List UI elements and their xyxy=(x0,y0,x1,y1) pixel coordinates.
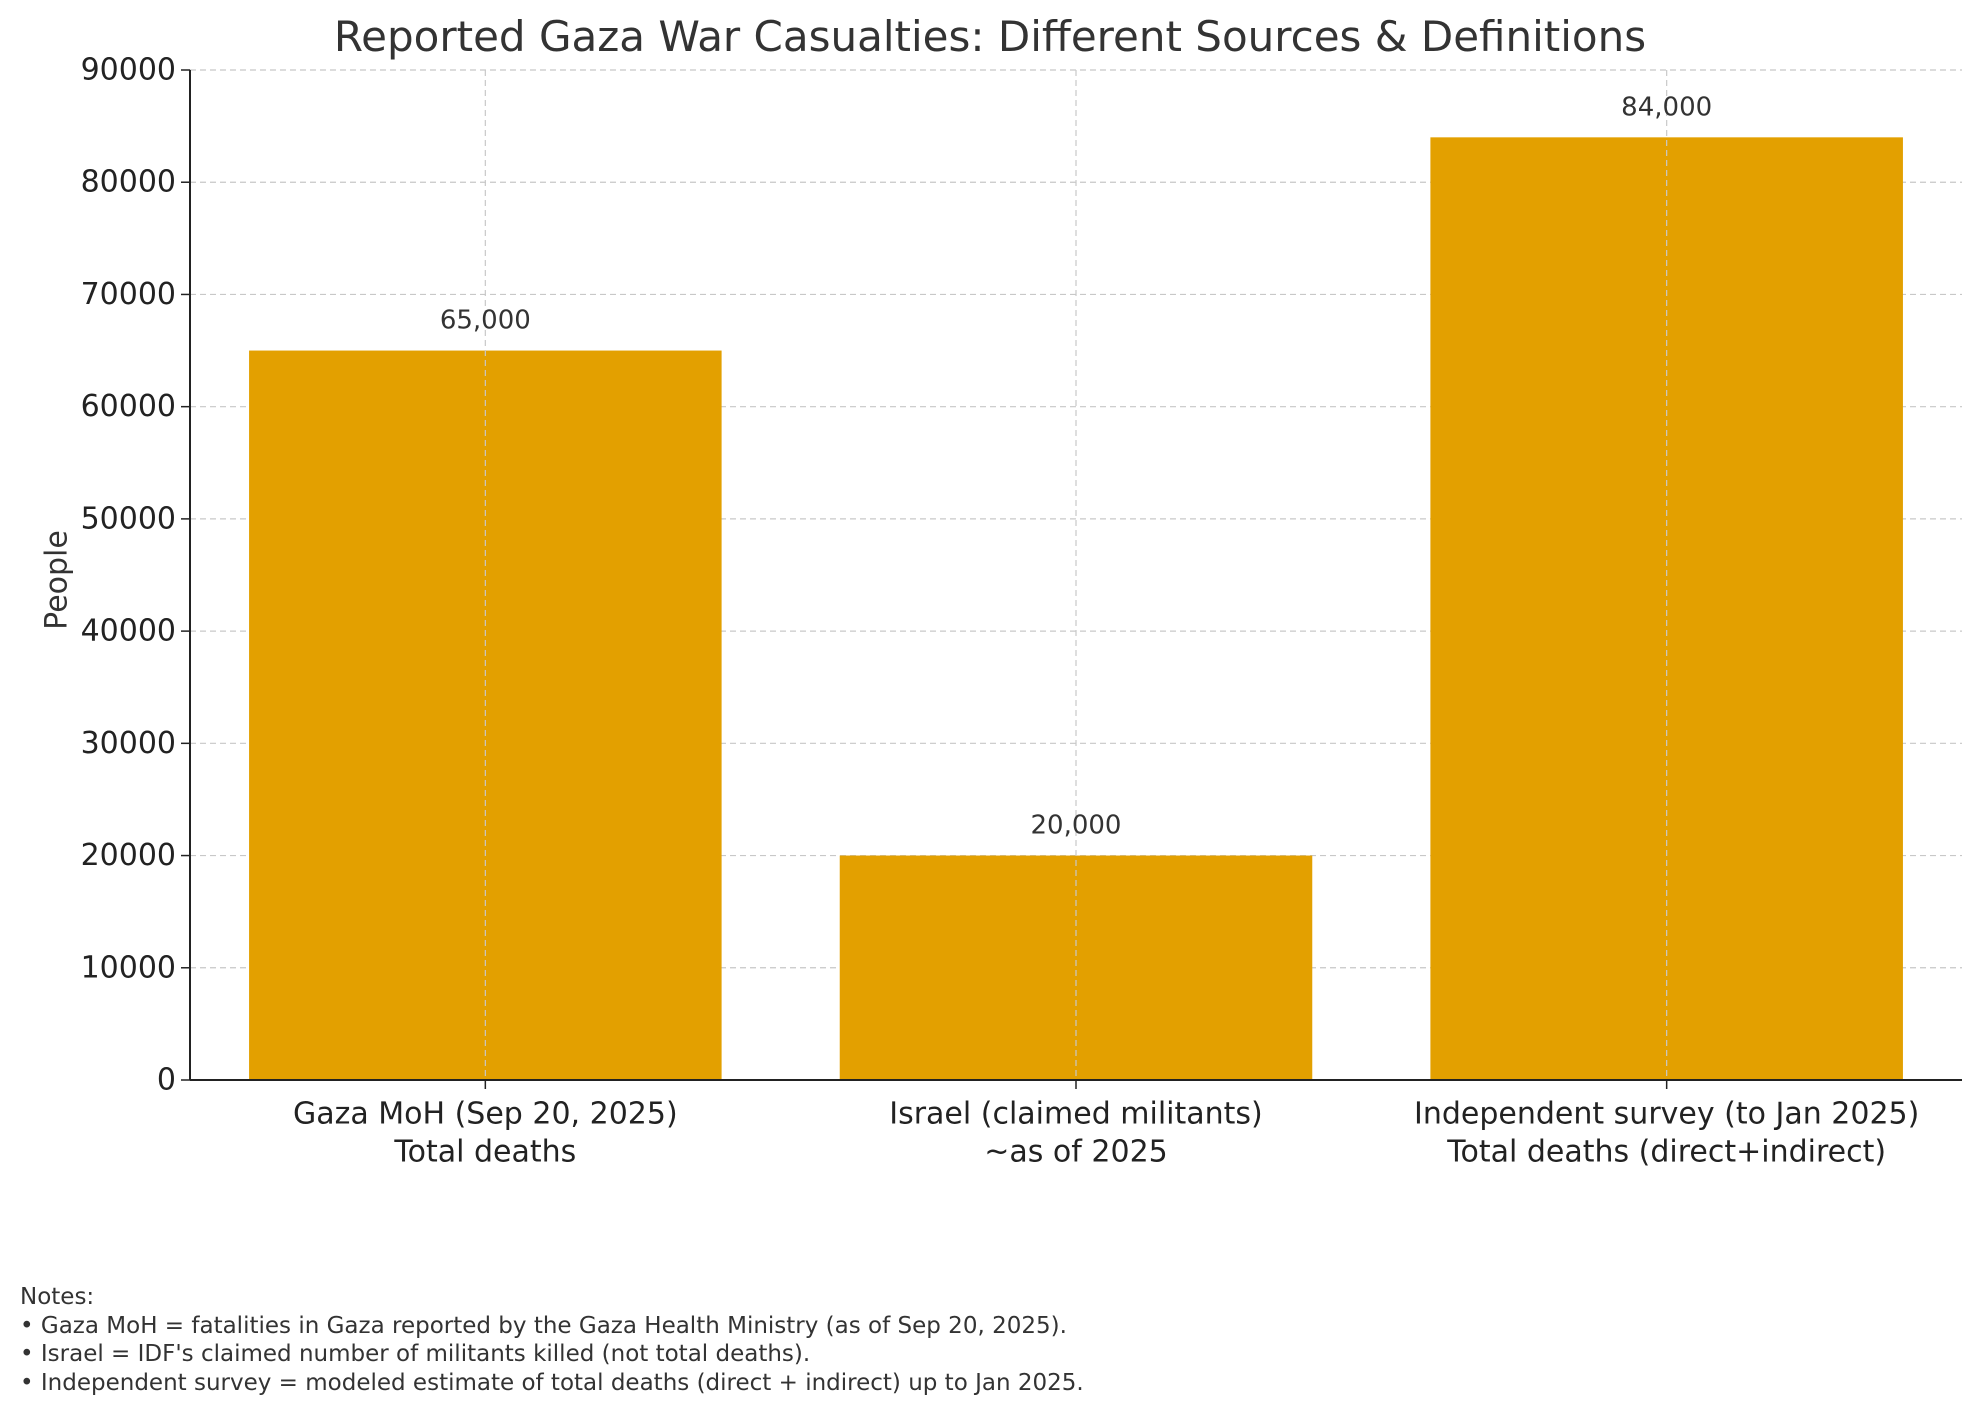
y-tick-label: 0 xyxy=(157,1063,176,1098)
bar-data-label: 65,000 xyxy=(440,306,531,336)
y-tick-label: 40000 xyxy=(81,614,176,649)
y-tick-label: 10000 xyxy=(81,950,176,985)
y-tick-label: 80000 xyxy=(81,165,176,200)
y-axis-label: People xyxy=(40,530,75,630)
labels-layer: 0 10000 20000 30000 40000 50000 60000 70000 8000… xyxy=(81,53,1920,1170)
axes-layer xyxy=(181,69,1962,1089)
x-tick-label: Total deaths (direct+indirect) xyxy=(1446,1135,1886,1170)
x-tick-label: Gaza MoH (Sep 20, 2025) xyxy=(293,1097,678,1132)
y-tick-label: 30000 xyxy=(81,726,176,761)
note-independent-survey: • Independent survey = modeled estimate … xyxy=(20,1369,1084,1396)
bar xyxy=(839,855,1313,1080)
bar-data-label: 20,000 xyxy=(1031,811,1122,841)
bar xyxy=(1430,137,1903,1081)
y-tick-label: 90000 xyxy=(81,53,176,88)
notes-heading: Notes: xyxy=(20,1284,95,1310)
x-grid-layer xyxy=(484,70,1668,1080)
bars-layer xyxy=(249,137,1903,1081)
chart-title: Reported Gaza War Casualties: Different … xyxy=(333,12,1647,61)
x-tick-label: Independent survey (to Jan 2025) xyxy=(1414,1097,1919,1132)
x-tick-label: ~as of 2025 xyxy=(984,1135,1168,1170)
bar-data-label: 84,000 xyxy=(1621,92,1712,122)
y-tick-label: 60000 xyxy=(81,389,176,424)
y-tick-label: 70000 xyxy=(81,277,176,312)
y-tick-label: 50000 xyxy=(81,501,176,536)
note-israel: • Israel = IDF's claimed number of milit… xyxy=(20,1341,811,1367)
note-gaza-moh: • Gaza MoH = fatalities in Gaza reported… xyxy=(20,1312,1067,1339)
y-tick-label: 20000 xyxy=(81,838,176,873)
notes-block: Notes: • Gaza MoH = fatalities in Gaza r… xyxy=(20,1283,1084,1397)
x-tick-label: Total deaths xyxy=(393,1135,576,1170)
x-tick-label: Israel (claimed militants) xyxy=(889,1097,1263,1132)
